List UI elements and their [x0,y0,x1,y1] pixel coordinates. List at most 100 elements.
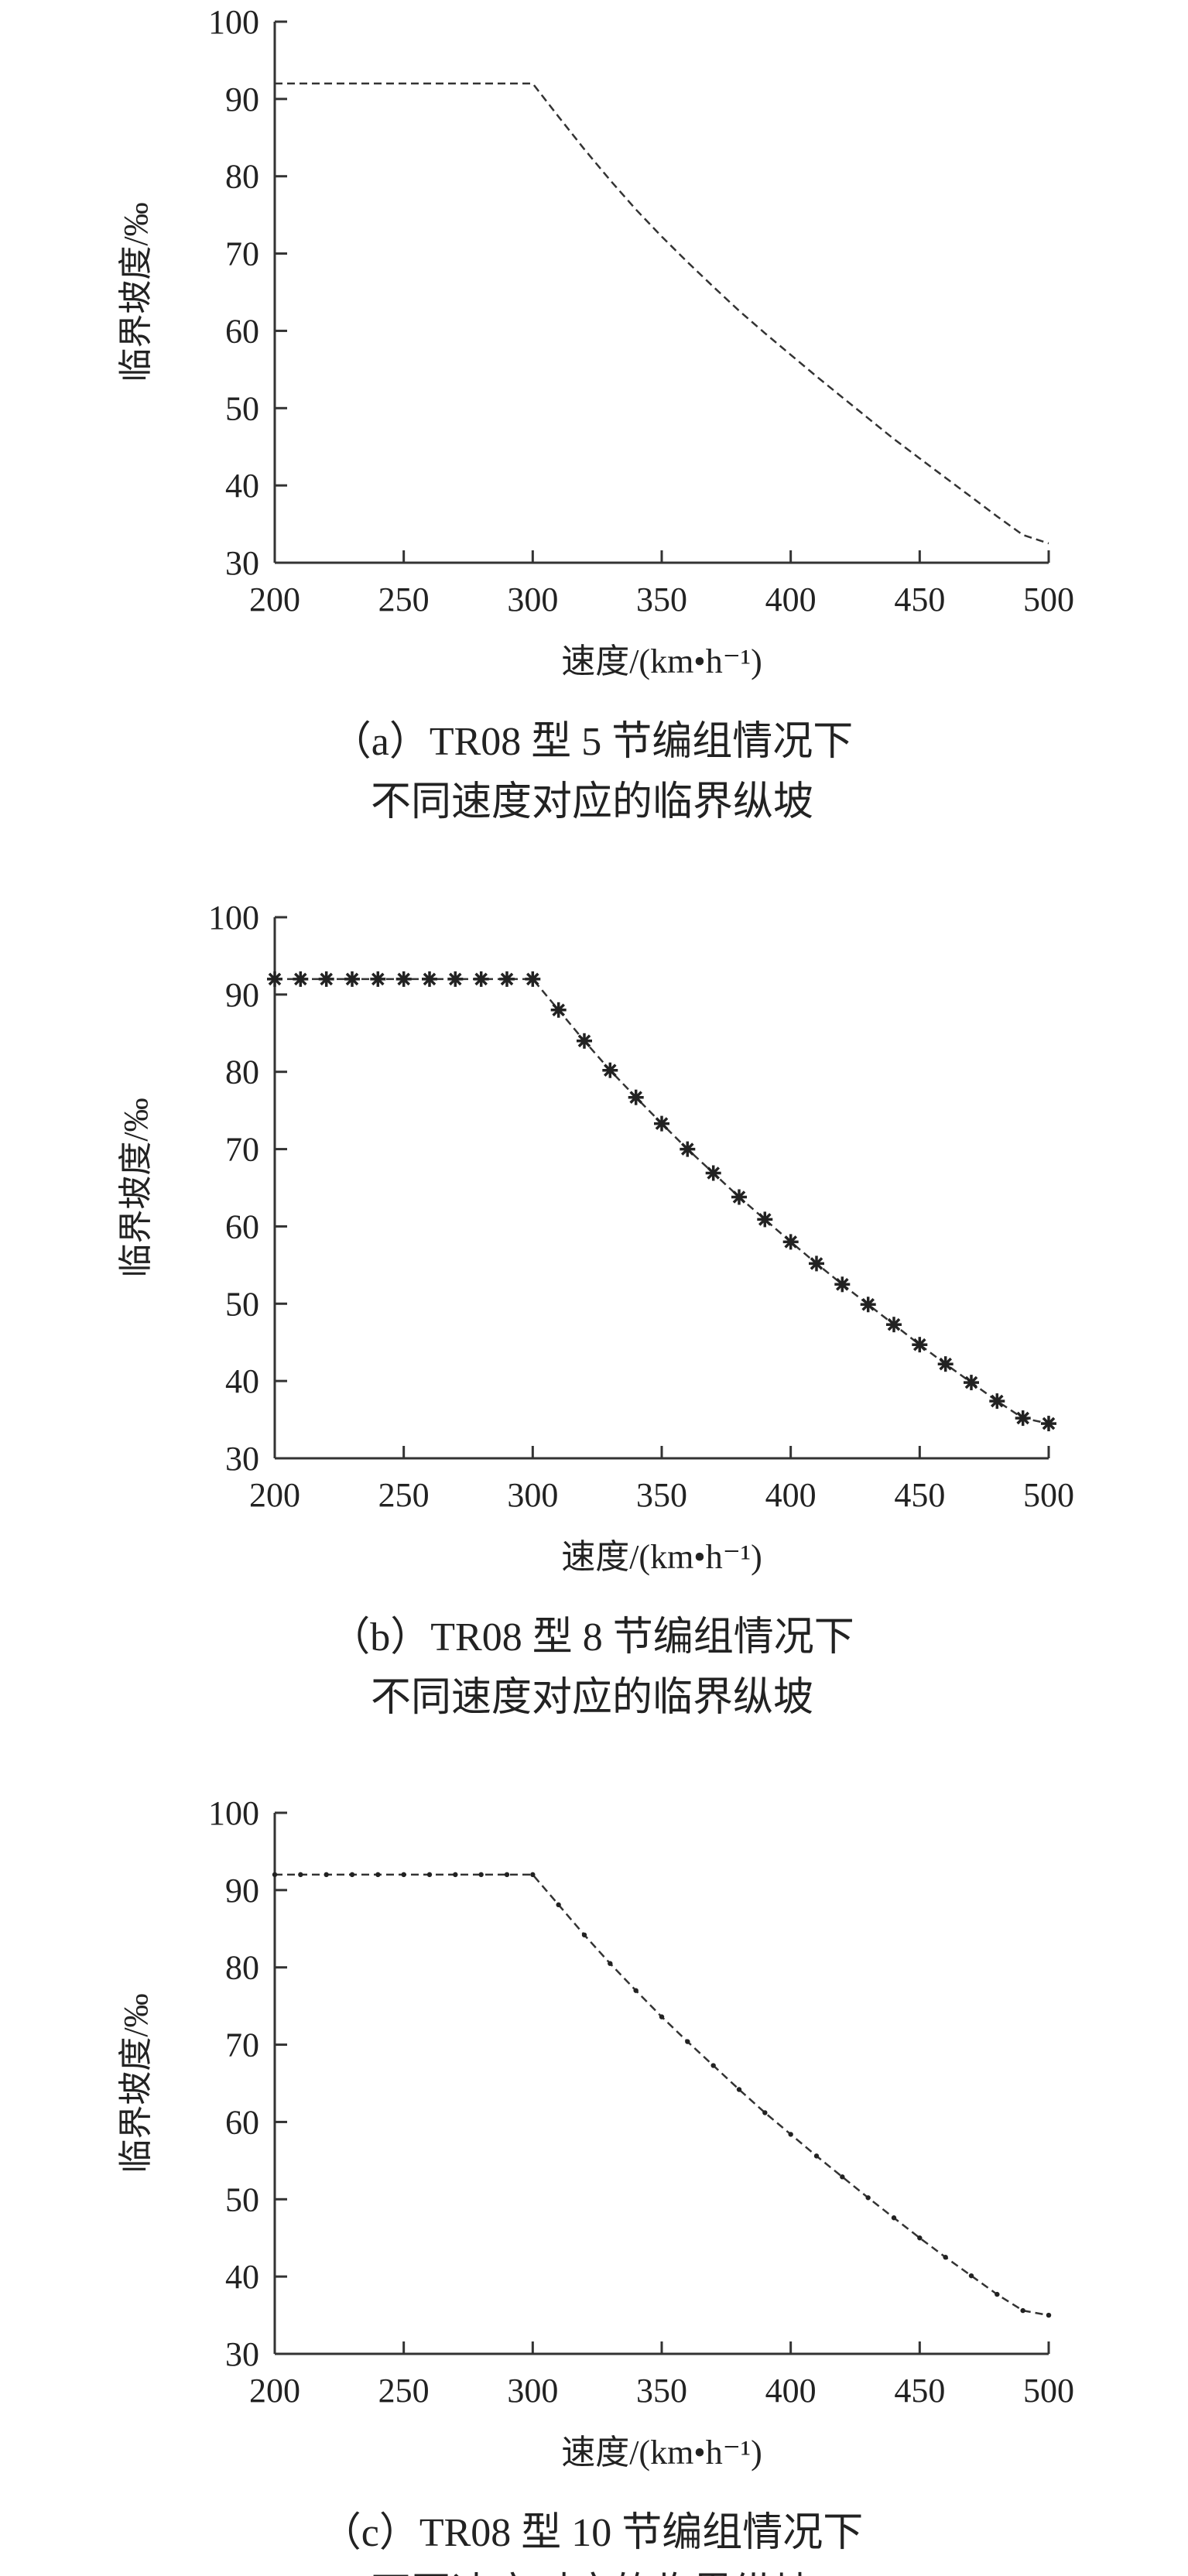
x-tick-label: 250 [378,2372,430,2410]
y-tick-label: 40 [225,467,259,505]
data-point [401,1872,406,1878]
chart-panel-1: 30 40 50 60 70 80 90 100 200 250 300 350 400 450 500 速度… [117,3,1074,824]
caption-line: 不同速度对应的临界纵坡 [371,780,813,824]
x-axis-title: 速度/(km•h⁻¹) [561,642,762,680]
data-point [788,2132,793,2137]
y-tick-label: 90 [225,1872,259,1910]
y-tick-label: 60 [225,2103,259,2141]
data-point [865,2195,871,2201]
data-point [473,971,489,987]
data-point [556,1902,561,1908]
y-tick-label: 100 [208,1794,259,1832]
data-point [995,2291,1000,2297]
y-tick-label: 100 [208,3,259,41]
chart-panel-2: 30 40 50 60 70 80 90 100 200 250 300 350 400 450 500 速度… [117,899,1074,1720]
data-point [344,971,360,987]
data-point [422,971,437,987]
data-point [731,1189,747,1205]
data-point [917,2235,923,2241]
x-tick-label: 350 [636,2372,687,2410]
x-axis-title: 速度/(km•h⁻¹) [561,2434,762,2472]
data-point [272,1872,278,1878]
data-point [478,1872,484,1878]
x-tick-label: 500 [1023,1476,1074,1514]
x-axis-title: 速度/(km•h⁻¹) [561,1538,762,1576]
x-tick-label: 200 [249,2372,300,2410]
data-point [736,2087,742,2092]
data-point [834,1276,851,1293]
data-point [426,1872,433,1878]
data-point [1020,2307,1025,2314]
data-point [891,2215,897,2221]
data-point [577,1033,592,1049]
data-point [633,1988,639,1993]
series-line [275,1873,1049,2317]
y-tick-label: 90 [225,80,259,118]
data-point [989,1393,1005,1410]
data-point [581,1932,587,1937]
data-point [860,1297,876,1313]
data-point [937,1356,953,1372]
x-tick-label: 450 [894,2372,945,2410]
x-tick-label: 200 [249,581,300,618]
data-point [762,2110,768,2115]
data-point [813,2153,820,2159]
x-tick-label: 450 [894,1476,945,1514]
data-point [447,971,464,987]
data-point [809,1255,824,1272]
data-point [608,1961,613,1966]
y-tick-label: 60 [225,312,259,350]
y-tick-label: 70 [225,1131,259,1169]
y-axis-title: 临界坡度/‰ [117,1993,155,2173]
caption-line: （a）TR08 型 5 节编组情况下 [331,720,854,764]
data-point [525,971,541,987]
caption-line: （b）TR08 型 8 节编组情况下 [330,1615,854,1660]
caption-line: 不同速度对应的临界纵坡 [371,2571,813,2576]
y-axis-title: 临界坡度/‰ [117,1098,155,1277]
y-axis-title: 临界坡度/‰ [117,202,155,382]
y-tick-label: 40 [225,1362,259,1400]
data-point [757,1211,773,1228]
y-tick-label: 100 [208,899,259,937]
chart-panel-3: 30 40 50 60 70 80 90 100 200 250 300 350 400 450 500 速度… [117,1794,1074,2576]
y-tick-label: 50 [225,1285,259,1323]
x-tick-label: 300 [507,2372,558,2410]
y-tick-label: 70 [225,235,259,273]
data-point [680,1141,696,1157]
data-point [659,2014,665,2019]
y-tick-label: 60 [225,1208,259,1245]
data-point [685,2039,690,2044]
y-tick-label: 30 [225,1440,259,1478]
data-point [530,1872,536,1878]
x-tick-label: 250 [378,581,430,618]
data-point [782,1234,799,1250]
x-tick-label: 350 [636,1476,687,1514]
y-tick-label: 30 [225,544,259,582]
x-tick-label: 400 [765,581,817,618]
x-tick-label: 500 [1023,581,1074,618]
data-point [499,971,515,987]
data-point [318,971,334,987]
data-point [349,1872,355,1878]
y-tick-label: 80 [225,1949,259,1987]
data-point [886,1317,902,1333]
x-tick-label: 450 [894,581,945,618]
y-tick-label: 80 [225,1053,259,1091]
x-tick-label: 200 [249,1476,300,1514]
data-point [504,1872,510,1878]
y-tick-label: 50 [225,389,259,427]
data-point [602,1062,618,1078]
data-point [267,971,282,987]
x-tick-label: 400 [765,1476,817,1514]
y-tick-label: 80 [225,158,259,196]
data-point [395,971,412,987]
series-line [275,82,1049,545]
data-point [293,971,309,987]
y-tick-label: 50 [225,2180,259,2218]
y-tick-label: 70 [225,2026,259,2064]
x-tick-label: 400 [765,2372,817,2410]
x-tick-label: 300 [507,581,558,618]
data-point [1041,1416,1056,1432]
data-point [453,1872,458,1878]
